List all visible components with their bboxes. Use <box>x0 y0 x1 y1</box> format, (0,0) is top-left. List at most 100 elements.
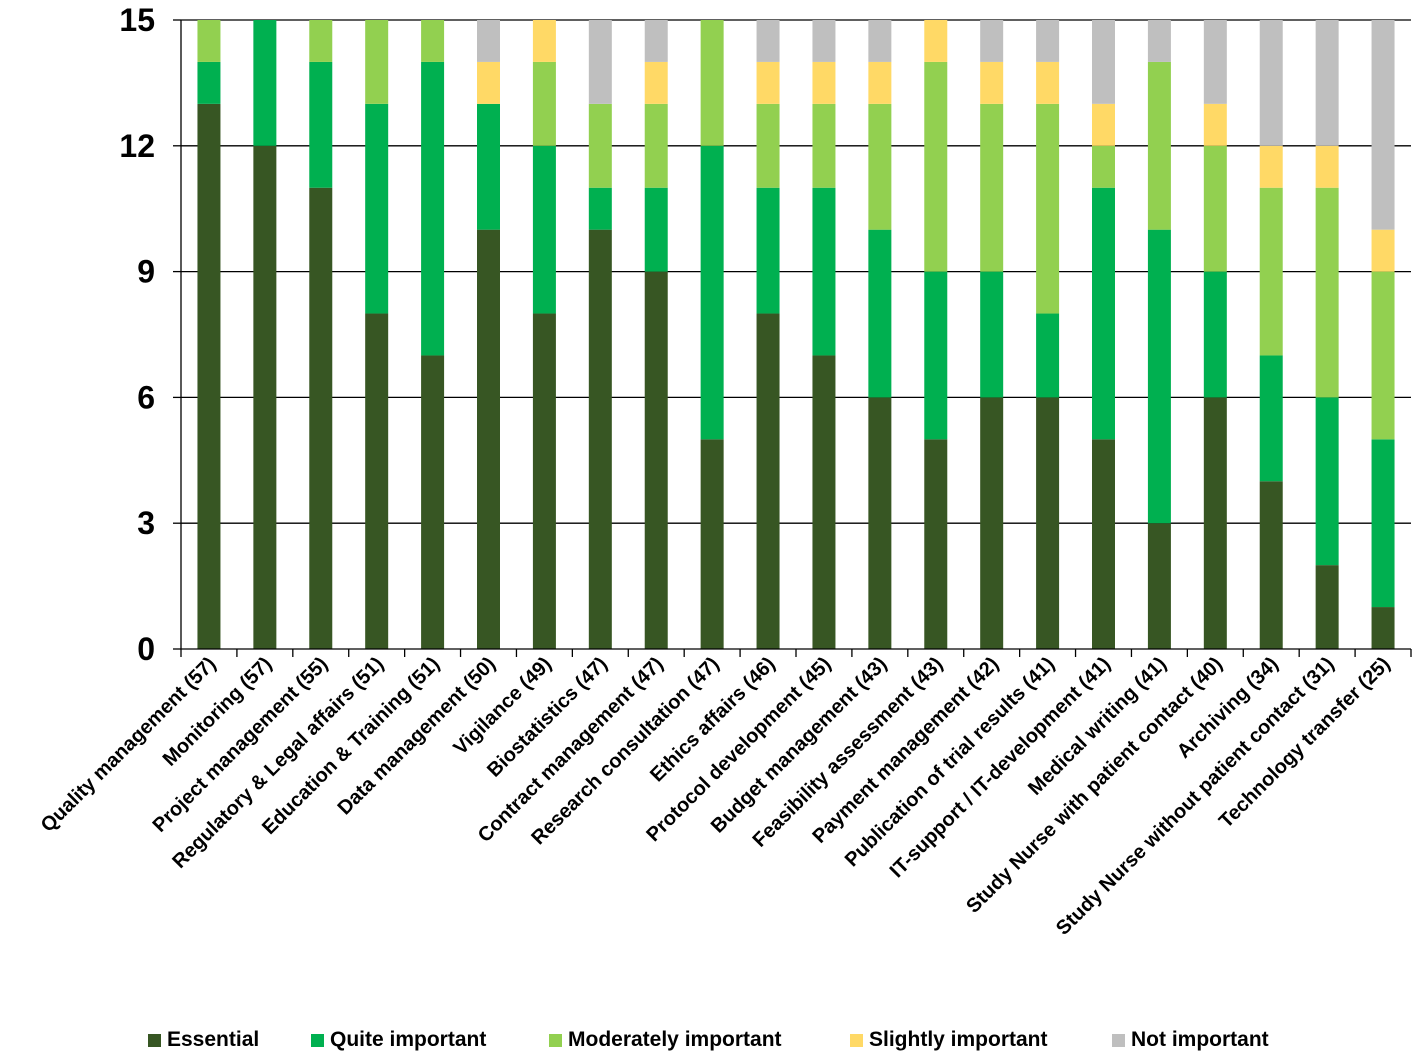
bar-segment-essential <box>1259 481 1283 649</box>
bar-segment-quite-important <box>868 229 892 398</box>
legend-item: Slightly important <box>850 1024 1048 1056</box>
bar-segment-moderately-important <box>197 20 221 62</box>
bar-segment-slightly-important <box>1092 103 1115 146</box>
bar-segment-slightly-important <box>532 20 556 62</box>
bar-segment-not-important <box>1147 20 1171 62</box>
bar-segment-quite-important <box>309 61 333 188</box>
bar-segment-not-important <box>1036 20 1060 62</box>
bar-segment-essential <box>1203 397 1227 649</box>
bar-segment-slightly-important <box>1315 145 1339 188</box>
bar-segment-moderately-important <box>532 61 556 146</box>
bar-segment-moderately-important <box>1371 271 1395 440</box>
bar-segment-not-important <box>980 20 1004 62</box>
y-tick-label: 3 <box>137 505 155 541</box>
bar-segment-essential <box>477 229 500 649</box>
bar-segment-quite-important <box>1092 187 1115 440</box>
legend-label: Slightly important <box>869 1028 1048 1051</box>
bar-segment-moderately-important <box>644 103 668 188</box>
bar-segment-slightly-important <box>1036 61 1060 104</box>
bar-segment-essential <box>644 271 668 649</box>
bar-segment-quite-important <box>365 103 389 314</box>
legend-swatch <box>850 1033 863 1047</box>
bar-segment-essential <box>588 229 612 649</box>
legend-item: Moderately important <box>549 1024 782 1056</box>
bar-segment-essential <box>924 439 948 649</box>
legend-item: Essential <box>148 1024 259 1056</box>
bar-segment-essential <box>1036 397 1060 649</box>
bar-segment-moderately-important <box>1259 187 1283 356</box>
bar-segment-moderately-important <box>868 103 892 230</box>
bar-segment-quite-important <box>812 187 836 356</box>
bar-segment-moderately-important <box>1092 145 1115 188</box>
bar-segment-moderately-important <box>309 20 333 62</box>
bar-segment-quite-important <box>588 187 612 230</box>
bar-segment-essential <box>365 313 389 649</box>
legend-label: Moderately important <box>568 1028 782 1051</box>
chart-legend: Essential Quite important Moderately impor… <box>0 1024 1418 1056</box>
bar-segment-quite-important <box>980 271 1004 398</box>
bar-segment-quite-important <box>1147 229 1171 524</box>
bar-segment-essential <box>1315 565 1339 649</box>
bar-segment-moderately-important <box>1315 187 1339 398</box>
bar-segment-quite-important <box>1036 313 1060 398</box>
x-category-label: Study Nurse with patient contact (40) <box>962 653 1227 918</box>
bar-segment-essential <box>868 397 892 649</box>
bar-segment-moderately-important <box>1036 103 1060 314</box>
bar-segment-slightly-important <box>756 61 780 104</box>
bar-segment-quite-important <box>532 145 556 314</box>
bar-segment-quite-important <box>1259 355 1283 482</box>
bar-segment-not-important <box>812 20 836 62</box>
bar-segment-not-important <box>1259 20 1283 146</box>
y-tick-label: 6 <box>137 379 155 415</box>
bar-segment-moderately-important <box>1147 61 1171 230</box>
legend-label: Essential <box>167 1028 260 1051</box>
bar-segment-quite-important <box>421 61 445 356</box>
bar-segment-moderately-important <box>700 20 724 146</box>
bar-segment-slightly-important <box>868 61 892 104</box>
bar-segment-not-important <box>588 20 612 104</box>
bar-segment-essential <box>309 187 333 649</box>
bar-segment-slightly-important <box>812 61 836 104</box>
bar-segment-quite-important <box>253 20 277 146</box>
legend-label: Quite important <box>330 1028 487 1051</box>
y-tick-label: 0 <box>137 631 155 667</box>
bar-segment-quite-important <box>644 187 668 272</box>
bar-segment-essential <box>812 355 836 649</box>
legend-swatch <box>148 1033 161 1047</box>
bar-segment-not-important <box>868 20 892 62</box>
bar-segment-not-important <box>1203 20 1227 104</box>
bar-segment-quite-important <box>1371 439 1395 608</box>
bar-segment-essential <box>980 397 1004 649</box>
bar-segment-quite-important <box>700 145 724 440</box>
bar-segment-essential <box>532 313 556 649</box>
bar-segment-slightly-important <box>644 61 668 104</box>
bar-segment-not-important <box>477 20 500 62</box>
bar-segment-moderately-important <box>1203 145 1227 272</box>
x-category-label: Vigilance (49) <box>449 653 555 759</box>
legend-item: Quite important <box>311 1024 486 1056</box>
bar-segment-not-important <box>756 20 780 62</box>
bar-segment-not-important <box>1371 20 1395 230</box>
bar-segment-quite-important <box>1315 397 1339 566</box>
bar-segment-slightly-important <box>924 20 948 62</box>
legend-label: Not important <box>1131 1028 1269 1051</box>
y-tick-label: 12 <box>119 128 155 164</box>
bar-segment-moderately-important <box>980 103 1004 272</box>
x-category-label: Archiving (34) <box>1173 653 1283 763</box>
bar-segment-slightly-important <box>1259 145 1283 188</box>
bar-segment-not-important <box>1092 20 1115 104</box>
bar-segment-moderately-important <box>756 103 780 188</box>
bar-segment-quite-important <box>197 61 221 104</box>
y-tick-label: 9 <box>137 254 155 290</box>
legend-swatch <box>549 1033 562 1047</box>
bar-segment-essential <box>197 103 221 649</box>
bar-segment-moderately-important <box>421 20 445 62</box>
legend-swatch <box>311 1033 324 1047</box>
bar-segment-slightly-important <box>1371 229 1395 272</box>
bar-segment-not-important <box>644 20 668 62</box>
bar-segment-moderately-important <box>812 103 836 188</box>
bar-segment-quite-important <box>756 187 780 314</box>
bar-segment-quite-important <box>477 103 500 230</box>
bar-segment-moderately-important <box>365 20 389 104</box>
